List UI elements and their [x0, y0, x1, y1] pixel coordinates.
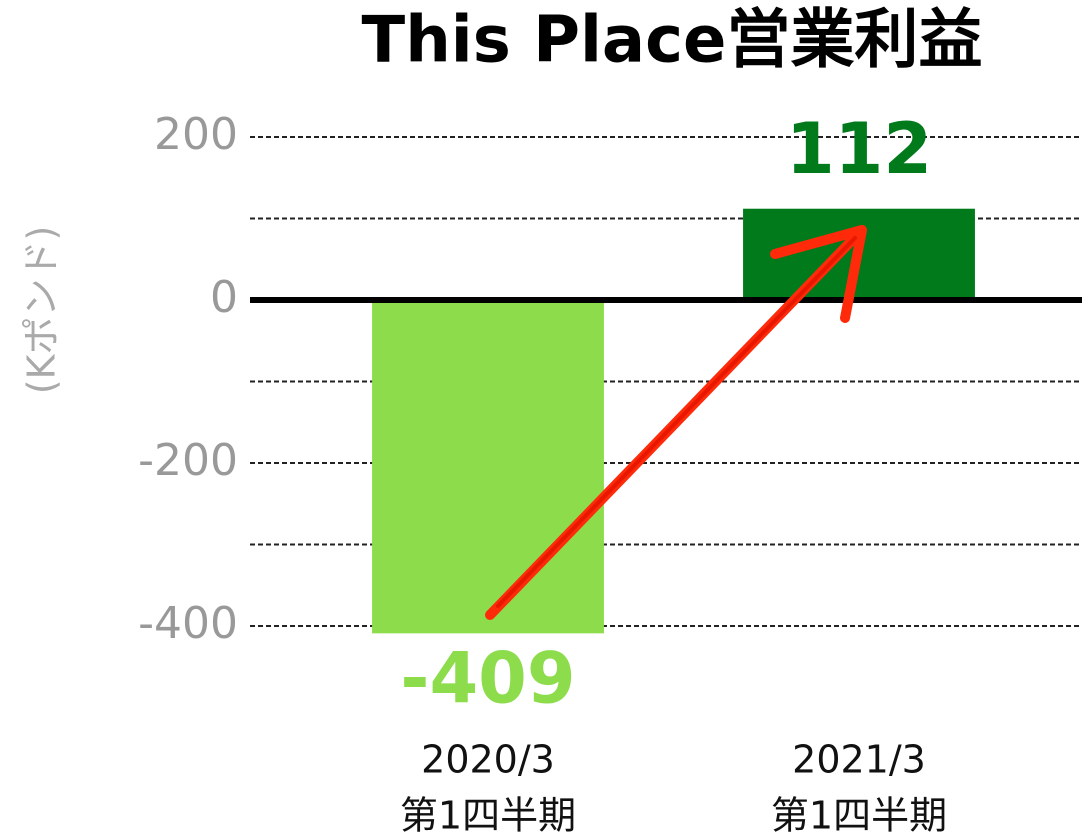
data-label: 112 — [786, 108, 932, 190]
y-axis-label: (Kポンド) — [20, 226, 64, 395]
x-tick-label: 第1四半期 — [771, 794, 947, 838]
data-label: -409 — [400, 637, 575, 719]
chart-title: This Place営業利益 — [362, 4, 983, 78]
y-tick-label: -400 — [138, 598, 238, 649]
x-tick-label: 2020/3 — [421, 738, 555, 782]
y-tick-label: 0 — [210, 272, 238, 323]
x-tick-label: 第1四半期 — [400, 794, 576, 838]
y-tick-label: -200 — [138, 435, 238, 486]
plot: -400 -200 0 200 -409 2020/3 第1四半期 112 2021/3 第1四半… — [138, 108, 1082, 838]
arrow-annotation — [485, 225, 867, 620]
bar — [372, 300, 604, 634]
x-tick-label: 2021/3 — [792, 738, 926, 782]
y-tick-label: 200 — [154, 109, 238, 160]
